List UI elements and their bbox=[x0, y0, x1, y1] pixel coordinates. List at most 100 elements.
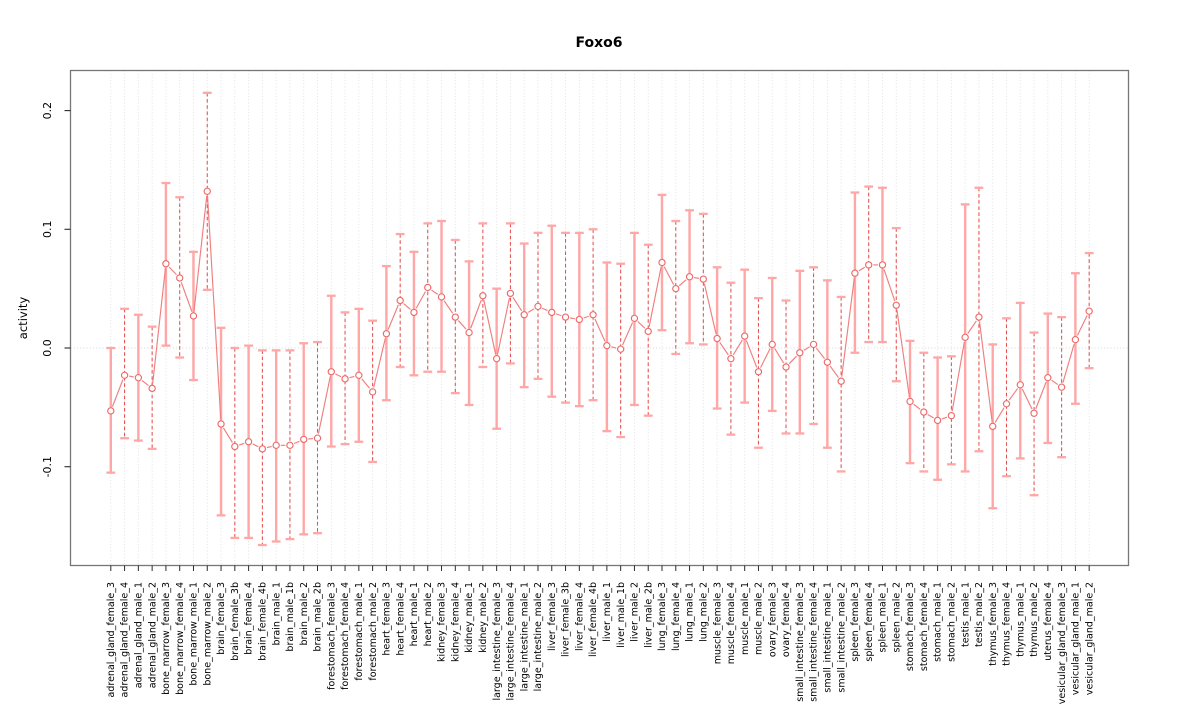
series-segment bbox=[373, 338, 386, 388]
x-tick-label: liver_male_2b bbox=[643, 582, 654, 648]
series-segment bbox=[541, 307, 548, 312]
series-line bbox=[111, 195, 1088, 449]
x-tick-label: small_intestine_female_4 bbox=[809, 582, 820, 702]
data-point-marker bbox=[162, 260, 170, 268]
series-segment bbox=[443, 300, 454, 314]
series-segment bbox=[663, 266, 675, 285]
series-segment bbox=[774, 348, 785, 364]
x-tick-label: stomach_male_1 bbox=[933, 582, 944, 662]
data-point-marker bbox=[272, 441, 280, 450]
x-tick-label: lung_female_3 bbox=[657, 582, 668, 651]
data-point-marker bbox=[134, 373, 143, 382]
x-tick-label: forestomach_female_4 bbox=[340, 582, 351, 690]
data-point-marker bbox=[865, 261, 873, 269]
series-segment bbox=[1076, 315, 1088, 336]
x-tick-label: muscle_female_3 bbox=[712, 582, 723, 664]
data-point-marker bbox=[506, 289, 515, 298]
data-point-marker bbox=[244, 438, 253, 446]
x-tick-label: lung_female_4 bbox=[671, 582, 682, 651]
data-point-marker bbox=[465, 328, 473, 337]
data-point-marker bbox=[782, 363, 790, 371]
series-segment bbox=[858, 266, 866, 272]
series-segment bbox=[637, 321, 646, 329]
series-segment bbox=[555, 313, 562, 317]
series-segment bbox=[361, 378, 371, 389]
series-segment bbox=[497, 297, 511, 355]
x-tick-label: heart_female_3 bbox=[382, 582, 393, 656]
series-segment bbox=[317, 376, 331, 434]
x-tick-label: muscle_female_4 bbox=[726, 582, 737, 664]
series-segment bbox=[129, 375, 134, 378]
x-tick-label: vesicular_gland_male_1 bbox=[1071, 582, 1082, 695]
x-axis: adrenal_gland_female_3 adrenal_gland_fema… bbox=[106, 565, 1095, 704]
series-segment bbox=[648, 266, 662, 327]
data-point-marker bbox=[189, 312, 198, 320]
data-point-marker bbox=[837, 377, 845, 385]
data-point-marker bbox=[961, 333, 969, 341]
series-segment bbox=[349, 375, 355, 379]
series-segment bbox=[111, 379, 124, 407]
data-point-marker bbox=[396, 296, 404, 305]
series-segment bbox=[719, 341, 729, 356]
x-tick-label: brain_male_2b bbox=[313, 582, 324, 652]
data-point-marker bbox=[258, 445, 267, 453]
series-segment bbox=[266, 445, 272, 449]
x-tick-label: lung_male_2 bbox=[698, 582, 709, 642]
series-segment bbox=[927, 413, 934, 419]
x-tick-label: large_intestine_male_2 bbox=[533, 582, 544, 691]
x-tick-label: bone_marrow_male_2 bbox=[202, 582, 213, 686]
series-segment bbox=[951, 341, 965, 412]
data-point-marker bbox=[341, 375, 349, 383]
plot-border bbox=[69, 69, 1130, 567]
x-tick-label: spleen_male_1 bbox=[878, 582, 889, 652]
x-tick-label: vesicular_gland_male_2 bbox=[1084, 582, 1095, 695]
data-point-marker bbox=[286, 441, 294, 450]
data-point-marker bbox=[492, 355, 501, 363]
data-point-marker bbox=[603, 341, 611, 350]
x-tick-label: stomach_male_2 bbox=[947, 582, 958, 662]
series-segment bbox=[512, 296, 523, 312]
series-segment bbox=[788, 355, 798, 365]
data-point-marker bbox=[520, 311, 528, 319]
series-segment bbox=[527, 308, 535, 313]
data-point-marker bbox=[906, 397, 914, 406]
data-point-marker bbox=[630, 314, 639, 323]
data-point-marker bbox=[1002, 400, 1011, 408]
data-point-marker bbox=[768, 340, 776, 349]
y-axis-label: activity bbox=[16, 297, 30, 340]
data-point-marker bbox=[754, 368, 763, 376]
x-tick-label: brain_female_4 bbox=[244, 582, 255, 655]
x-tick-label: brain_female_4b bbox=[258, 582, 269, 661]
series-segment bbox=[470, 299, 482, 329]
series-segment bbox=[978, 321, 993, 422]
gridlines bbox=[70, 70, 1129, 566]
series-segment bbox=[431, 289, 439, 295]
data-point-marker bbox=[231, 442, 239, 451]
series-segment bbox=[193, 195, 208, 312]
data-point-marker bbox=[410, 308, 418, 317]
x-tick-label: spleen_male_2 bbox=[891, 582, 902, 652]
series-segment bbox=[732, 339, 743, 356]
x-tick-label: heart_male_1 bbox=[409, 582, 420, 646]
x-tick-label: bone_marrow_female_3 bbox=[161, 582, 172, 695]
data-point-marker bbox=[616, 345, 625, 353]
series-segment bbox=[703, 283, 717, 335]
series-segment bbox=[1008, 388, 1019, 401]
series-segment bbox=[335, 373, 342, 378]
series-segment bbox=[829, 365, 839, 378]
data-point-marker bbox=[217, 420, 225, 428]
series-segment bbox=[180, 282, 193, 312]
series-segment bbox=[483, 300, 497, 355]
data-point-marker bbox=[713, 334, 721, 343]
series-segment bbox=[693, 276, 699, 279]
x-tick-label: kidney_male_1 bbox=[464, 582, 475, 653]
data-point-marker bbox=[368, 388, 377, 396]
x-tick-label: testis_male_2 bbox=[974, 582, 985, 647]
x-tick-label: kidney_male_2 bbox=[478, 582, 489, 653]
data-point-marker bbox=[300, 435, 308, 444]
series-segment bbox=[594, 318, 606, 342]
data-point-marker bbox=[1044, 373, 1052, 382]
x-tick-label: adrenal_gland_male_2 bbox=[147, 582, 158, 688]
data-point-marker bbox=[561, 313, 570, 321]
